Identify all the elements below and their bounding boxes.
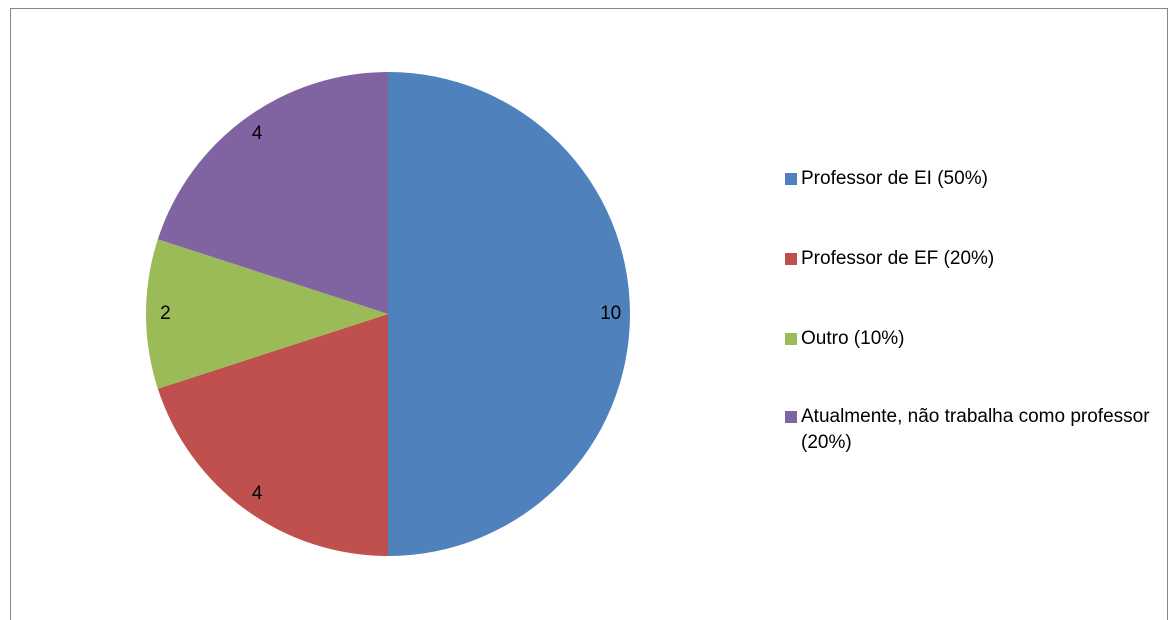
legend-item: Professor de EF (20%) — [785, 246, 1155, 272]
legend-label: Professor de EI (50%) — [801, 168, 988, 189]
legend-item: Outro (10%) — [785, 326, 1155, 352]
legend-label: Outro (10%) — [801, 328, 905, 349]
legend: Professor de EI (50%) Professor de EF (20… — [785, 166, 1155, 510]
legend-swatch — [785, 253, 797, 265]
legend-label: Atualmente, não trabalha como professor … — [801, 406, 1150, 453]
legend-item: Professor de EI (50%) — [785, 166, 1155, 192]
pie-slice — [157, 72, 388, 314]
pie-slice — [388, 72, 630, 556]
pie-slice — [146, 239, 388, 389]
legend-swatch — [785, 173, 797, 185]
pie-slice — [157, 314, 388, 556]
legend-swatch — [785, 411, 797, 423]
legend-item: Atualmente, não trabalha como professor … — [785, 404, 1155, 456]
data-label: 4 — [252, 123, 263, 144]
data-label: 10 — [600, 303, 621, 324]
chart-frame — [10, 8, 1168, 620]
data-label: 4 — [252, 483, 263, 504]
legend-label: Professor de EF (20%) — [801, 248, 995, 269]
legend-swatch — [785, 333, 797, 345]
data-label: 2 — [160, 303, 171, 324]
